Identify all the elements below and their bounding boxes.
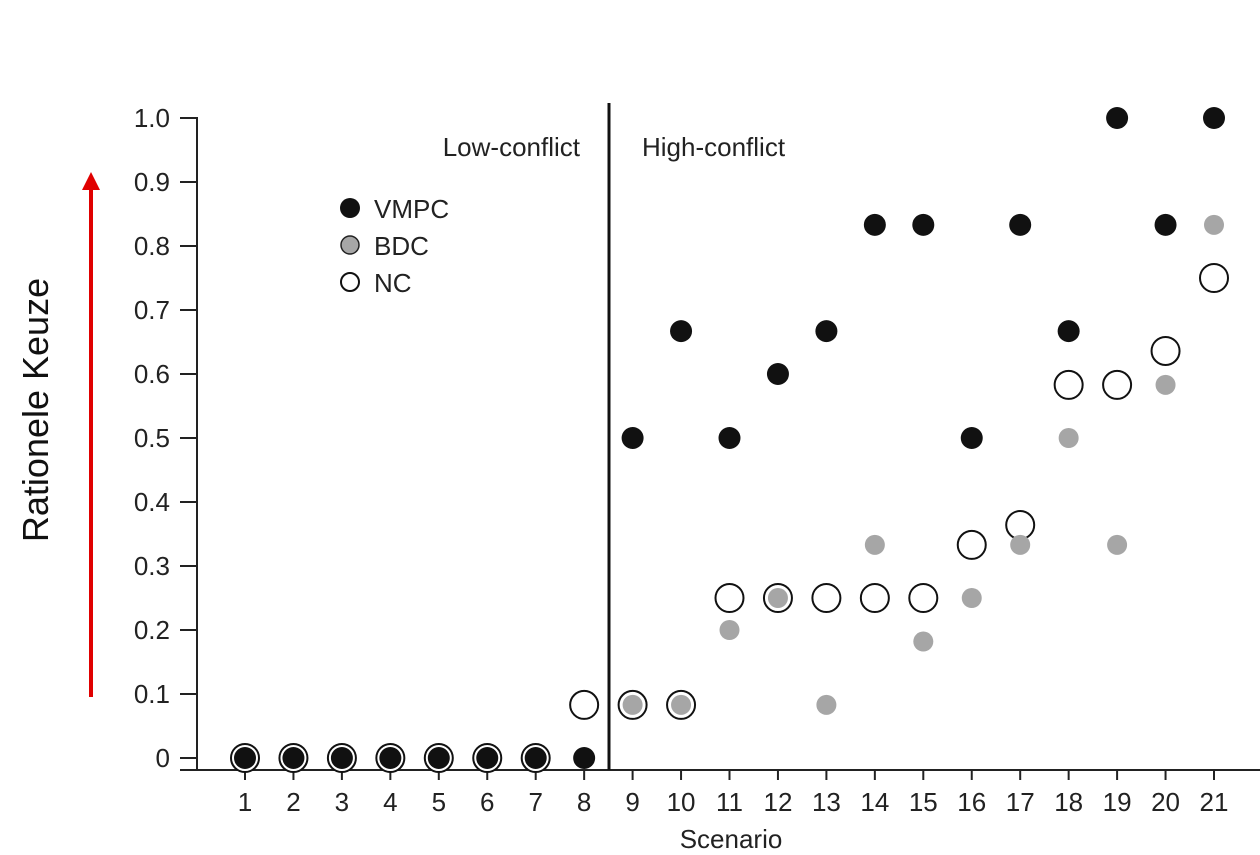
point-vmpc: [718, 427, 741, 449]
y-tick-label: 0.7: [134, 295, 170, 325]
x-tick-label: 9: [625, 787, 639, 817]
point-vmpc: [1203, 107, 1225, 129]
point-nc: [811, 583, 842, 613]
point-vmpc: [912, 213, 935, 236]
y-tick-label: 0: [156, 743, 170, 773]
y-tick-label: 0.5: [134, 423, 170, 453]
point-nc: [859, 583, 890, 613]
point-vmpc: [621, 427, 644, 449]
point-nc: [956, 529, 987, 560]
x-tick-label: 10: [667, 787, 696, 817]
x-tick-label: 18: [1054, 787, 1083, 817]
y-tick-label: 0.8: [134, 231, 170, 261]
x-tick-label: 20: [1151, 787, 1180, 817]
y-ticks: 0 0.1 0.2 0.3 0.4 0.5 0.6 0.7 0.8 0.9 1.0: [134, 103, 197, 773]
arrow-head: [82, 172, 100, 190]
point-vmpc: [524, 747, 547, 769]
point-vmpc: [330, 747, 353, 769]
x-tick-label: 11: [716, 787, 743, 817]
point-nc: [714, 583, 745, 613]
legend-label-vmpc: VMPC: [374, 194, 449, 224]
point-nc: [1150, 335, 1181, 366]
x-axis-title: Scenario: [680, 824, 783, 854]
point-vmpc: [960, 427, 983, 449]
point-vmpc: [863, 213, 886, 236]
point-bdc: [1155, 374, 1176, 395]
point-bdc: [816, 694, 837, 715]
point-nc: [1199, 263, 1229, 293]
y-tick-label: 0.3: [134, 551, 170, 581]
legend-marker-bdc: [340, 235, 360, 255]
point-nc: [1053, 369, 1084, 400]
legend-label-bdc: BDC: [374, 231, 429, 261]
point-bdc: [1058, 428, 1079, 448]
high-conflict-label: High-conflict: [642, 132, 786, 162]
y-tick-label: 0.1: [134, 679, 170, 709]
point-bdc: [622, 694, 643, 715]
point-bdc: [913, 631, 934, 652]
x-tick-label: 13: [812, 787, 841, 817]
x-tick-label: 14: [860, 787, 889, 817]
x-tick-label: 15: [909, 787, 938, 817]
y-axis-title: Rationele Keuze: [15, 278, 56, 542]
low-conflict-label: Low-conflict: [443, 132, 581, 162]
legend-marker-vmpc: [340, 198, 360, 218]
point-nc: [908, 583, 939, 613]
point-bdc: [961, 588, 982, 608]
point-bdc: [1204, 214, 1224, 235]
x-tick-label: 8: [577, 787, 591, 817]
point-bdc: [1107, 534, 1128, 555]
point-vmpc: [670, 320, 693, 343]
y-tick-label: 1.0: [134, 103, 170, 133]
point-bdc: [767, 588, 788, 608]
y-tick-label: 0.2: [134, 615, 170, 645]
point-nc: [569, 689, 600, 720]
point-vmpc: [476, 747, 499, 769]
point-vmpc: [1154, 213, 1177, 236]
point-bdc: [864, 534, 885, 555]
y-tick-label: 0.4: [134, 487, 170, 517]
x-tick-label: 2: [286, 787, 300, 817]
x-tick-label: 6: [480, 787, 494, 817]
legend-label-nc: NC: [374, 268, 412, 298]
x-tick-label: 19: [1103, 787, 1132, 817]
x-tick-label: 1: [238, 787, 252, 817]
point-vmpc: [1009, 213, 1032, 236]
legend-marker-nc: [340, 272, 360, 292]
x-tick-label: 16: [957, 787, 986, 817]
point-vmpc: [427, 747, 450, 769]
point-vmpc: [1057, 320, 1080, 343]
point-vmpc: [234, 747, 256, 769]
point-vmpc: [1106, 107, 1129, 129]
rational-choice-arrow: [82, 172, 100, 697]
point-vmpc: [573, 747, 596, 769]
x-tick-label: 3: [335, 787, 349, 817]
x-tick-label: 5: [432, 787, 446, 817]
point-bdc: [671, 694, 692, 715]
point-vmpc: [766, 363, 789, 385]
point-vmpc: [379, 747, 402, 769]
point-vmpc: [282, 747, 305, 769]
data-points: [230, 107, 1229, 773]
x-tick-label: 21: [1200, 787, 1229, 817]
x-tick-label: 4: [383, 787, 397, 817]
point-nc: [1005, 510, 1036, 541]
point-vmpc: [815, 320, 838, 343]
x-tick-label: 17: [1006, 787, 1035, 817]
point-bdc: [719, 620, 740, 640]
x-tick-label: 7: [528, 787, 542, 817]
y-tick-label: 0.6: [134, 359, 170, 389]
point-bdc: [1010, 534, 1031, 555]
legend: VMPC BDC NC: [340, 194, 449, 298]
x-ticks: 1 2 3 4 5 6 7 8 9 10 11 12 13 14 15 16 17 18 19 20 21: [238, 770, 1229, 817]
axes: [180, 117, 1260, 771]
x-tick-label: 12: [763, 787, 792, 817]
point-nc: [1102, 369, 1133, 400]
y-tick-label: 0.9: [134, 167, 170, 197]
